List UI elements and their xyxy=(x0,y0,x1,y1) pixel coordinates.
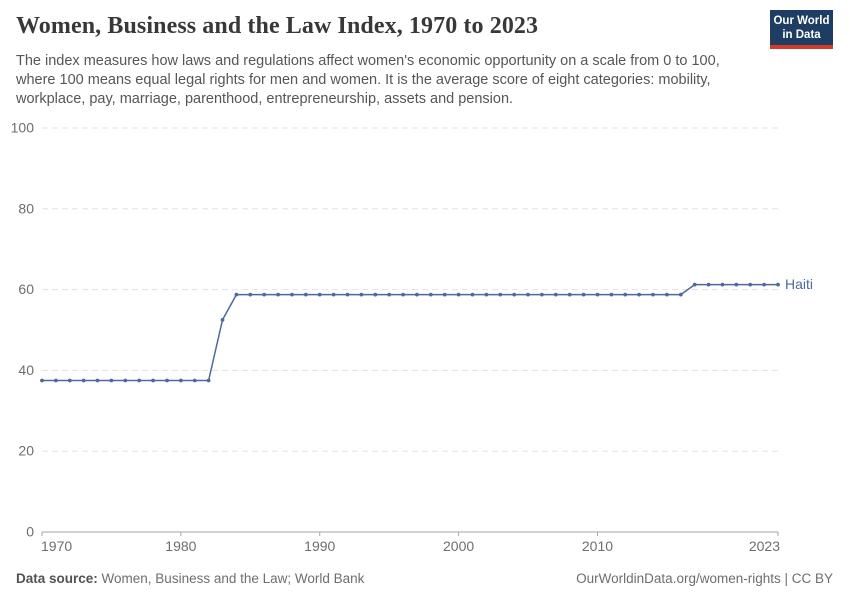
data-point[interactable] xyxy=(567,292,572,297)
x-axis-label-2000: 2000 xyxy=(443,538,474,554)
data-point[interactable] xyxy=(470,292,475,297)
data-point[interactable] xyxy=(553,292,558,297)
chart-subtitle: The index measures how laws and regulati… xyxy=(16,53,720,107)
attribution-link[interactable]: OurWorldinData.org/women-rights | CC BY xyxy=(576,571,833,586)
data-point[interactable] xyxy=(220,318,225,322)
data-point[interactable] xyxy=(456,292,461,297)
data-point[interactable] xyxy=(262,292,267,297)
data-point[interactable] xyxy=(331,292,336,297)
owid-logo[interactable]: Our World in Data xyxy=(770,10,833,49)
y-axis-label-80: 80 xyxy=(18,200,34,216)
data-point[interactable] xyxy=(387,292,392,297)
page-title: Women, Business and the Law Index, 1970 … xyxy=(16,13,539,39)
data-point[interactable] xyxy=(192,378,197,383)
data-point[interactable] xyxy=(67,378,72,383)
x-axis-label-2023: 2023 xyxy=(749,538,780,554)
data-point[interactable] xyxy=(373,292,378,297)
data-point[interactable] xyxy=(734,282,739,287)
data-point[interactable] xyxy=(81,378,86,383)
data-point[interactable] xyxy=(526,292,530,297)
data-point[interactable] xyxy=(359,292,364,297)
data-point[interactable] xyxy=(623,292,628,297)
data-point[interactable] xyxy=(54,378,58,383)
data-point[interactable] xyxy=(401,292,405,297)
data-point[interactable] xyxy=(151,378,156,383)
data-point[interactable] xyxy=(442,292,447,297)
data-point[interactable] xyxy=(345,292,350,297)
data-point[interactable] xyxy=(692,282,697,287)
data-point[interactable] xyxy=(498,292,503,297)
y-axis-label-20: 20 xyxy=(18,443,34,459)
y-axis-label-60: 60 xyxy=(18,281,34,297)
data-point[interactable] xyxy=(179,378,183,383)
data-point[interactable] xyxy=(137,378,142,383)
data-point[interactable] xyxy=(581,292,586,297)
data-point[interactable] xyxy=(40,378,44,383)
x-axis-label-1970: 1970 xyxy=(41,538,72,554)
data-point[interactable] xyxy=(290,292,294,297)
data-point[interactable] xyxy=(706,282,711,287)
data-point[interactable] xyxy=(776,282,780,287)
data-point[interactable] xyxy=(109,378,114,383)
data-source-text: Women, Business and the Law; World Bank xyxy=(97,571,365,586)
data-point[interactable] xyxy=(317,292,322,297)
x-axis-label-1990: 1990 xyxy=(304,538,335,554)
entity-label-haiti[interactable]: Haiti xyxy=(785,276,813,292)
y-axis-label-0: 0 xyxy=(26,524,34,540)
data-source-label: Data source: xyxy=(16,571,98,586)
x-axis-label-2010: 2010 xyxy=(582,538,613,554)
data-point[interactable] xyxy=(678,292,683,297)
data-point[interactable] xyxy=(595,292,600,297)
data-point[interactable] xyxy=(95,378,100,383)
data-point[interactable] xyxy=(415,292,419,297)
data-point[interactable] xyxy=(165,378,169,383)
owid-logo-line2: in Data xyxy=(782,29,821,41)
data-point[interactable] xyxy=(484,292,489,297)
x-axis-label-1980: 1980 xyxy=(165,538,196,554)
data-point[interactable] xyxy=(651,292,655,297)
data-point[interactable] xyxy=(206,378,211,383)
data-point[interactable] xyxy=(540,292,544,297)
data-point[interactable] xyxy=(428,292,433,297)
data-point[interactable] xyxy=(637,292,641,297)
data-source: Data source: Women, Business and the Law… xyxy=(16,571,364,586)
data-point[interactable] xyxy=(748,282,753,287)
data-point[interactable] xyxy=(512,292,517,297)
data-point[interactable] xyxy=(762,282,766,287)
data-point[interactable] xyxy=(720,282,725,287)
data-point[interactable] xyxy=(248,292,253,297)
y-axis-label-100: 100 xyxy=(11,120,35,136)
data-point[interactable] xyxy=(123,378,128,383)
y-axis-label-40: 40 xyxy=(18,362,34,378)
data-point[interactable] xyxy=(276,292,280,297)
owid-logo-line1: Our World xyxy=(773,15,830,27)
data-point[interactable] xyxy=(609,292,614,297)
data-point[interactable] xyxy=(665,292,669,297)
data-point[interactable] xyxy=(303,292,308,297)
data-point[interactable] xyxy=(234,292,239,297)
haiti-line[interactable] xyxy=(42,283,778,382)
